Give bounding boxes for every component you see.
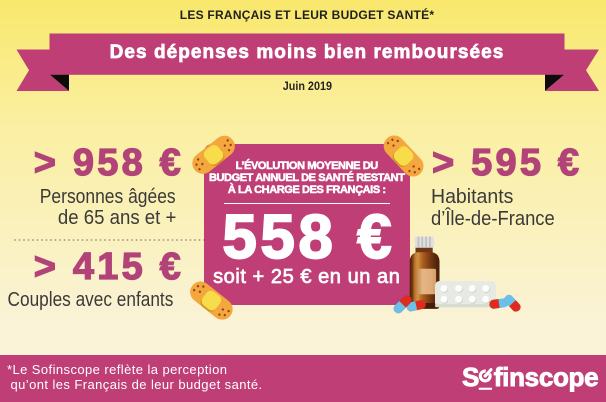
svg-text:S: S — [462, 362, 479, 392]
svg-text:finscope: finscope — [493, 362, 598, 392]
